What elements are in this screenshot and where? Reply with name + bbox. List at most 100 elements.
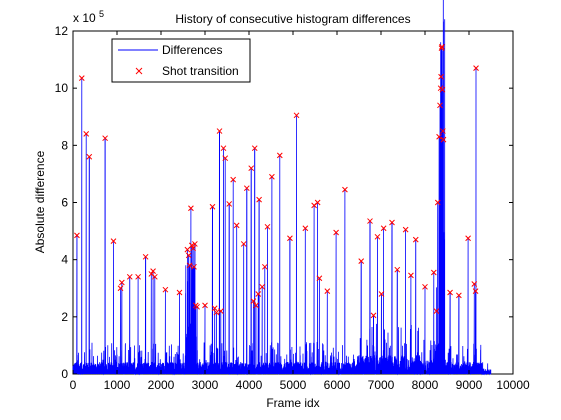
- chart-title: History of consecutive histogram differe…: [175, 12, 410, 26]
- y-tick-label: 0: [61, 367, 68, 381]
- x-tick-label: 5000: [280, 378, 307, 392]
- transition-marker: [433, 308, 440, 314]
- transition-marker: [472, 288, 479, 294]
- y-multiplier-label: x 10 5: [73, 9, 104, 25]
- y-multiplier-exponent: 5: [99, 9, 104, 19]
- transition-marker: [412, 236, 419, 243]
- transition-marker: [118, 279, 125, 286]
- transition-marker: [473, 65, 479, 72]
- x-tick-label: 6000: [324, 378, 351, 392]
- transition-marker: [188, 242, 195, 249]
- transition-marker: [191, 263, 197, 270]
- differences-line: [72, 0, 492, 376]
- x-tick-label: 10000: [496, 378, 530, 392]
- transition-marker: [230, 176, 237, 183]
- transition-marker: [456, 292, 462, 299]
- transition-marker: [209, 203, 216, 210]
- transition-marker: [211, 305, 218, 312]
- axes: 0 1000 2000 3000 4000 5000 6000 7000 8000 9000 100…: [55, 24, 530, 392]
- transition-marker: [261, 263, 268, 270]
- transition-marker: [184, 246, 191, 253]
- transition-marker: [202, 302, 208, 309]
- y-tick-label: 8: [61, 138, 68, 152]
- transition-marker: [248, 165, 255, 172]
- x-tick-label: 0: [70, 378, 77, 392]
- x-tick-label: 2000: [148, 378, 175, 392]
- transition-marker: [402, 226, 409, 233]
- y-tick-label: 6: [61, 196, 68, 210]
- transition-marker: [367, 218, 373, 224]
- transition-marker: [324, 288, 331, 294]
- transition-marker: [190, 245, 196, 252]
- transition-marker: [117, 285, 124, 292]
- x-tick-label: 3000: [192, 378, 219, 392]
- transition-marker: [176, 289, 183, 296]
- transition-marker: [276, 152, 283, 159]
- legend-transition-swatch: [135, 67, 143, 75]
- y-axis-label: Absolute difference: [33, 150, 47, 253]
- transition-marker: [293, 112, 300, 119]
- transition-marker: [250, 298, 257, 304]
- transition-marker: [102, 135, 108, 142]
- transition-marker: [222, 155, 229, 162]
- transition-marker: [438, 45, 445, 52]
- transition-marker: [287, 235, 293, 242]
- transition-marker: [264, 223, 271, 230]
- transition-marker: [422, 283, 428, 290]
- transition-marker: [126, 273, 133, 280]
- shot-transition-series: [74, 43, 479, 319]
- transition-marker: [342, 186, 348, 193]
- transition-marker: [251, 145, 258, 152]
- legend-box: [111, 38, 251, 83]
- transition-marker: [408, 272, 414, 279]
- y-tick-label: 2: [61, 310, 68, 324]
- transition-marker: [255, 291, 262, 297]
- transition-marker: [439, 86, 446, 93]
- transition-marker: [253, 302, 259, 309]
- x-axis-label: Frame idx: [266, 396, 319, 410]
- transition-marker: [162, 286, 169, 293]
- transition-marker: [151, 273, 158, 280]
- transition-marker: [440, 136, 447, 143]
- transition-marker: [213, 309, 220, 316]
- transition-marker: [150, 268, 156, 274]
- transition-marker: [256, 196, 262, 203]
- transition-marker: [465, 235, 471, 242]
- transition-marker: [233, 222, 240, 229]
- transition-marker: [394, 266, 401, 273]
- legend: Differences Shot transition: [111, 38, 251, 83]
- transition-marker: [374, 233, 381, 240]
- transition-marker: [135, 273, 141, 280]
- x-tick-label: 7000: [368, 378, 395, 392]
- transition-marker: [194, 303, 200, 310]
- transition-marker: [437, 102, 443, 109]
- transition-marker: [436, 133, 442, 140]
- differences-series: [72, 0, 492, 376]
- x-tick-label: 4000: [236, 378, 263, 392]
- transition-marker: [226, 201, 233, 207]
- transition-marker: [439, 43, 445, 50]
- transition-marker: [259, 283, 266, 290]
- transition-marker: [240, 241, 247, 247]
- transition-marker: [380, 225, 387, 232]
- transition-marker: [74, 232, 80, 239]
- transition-marker: [142, 253, 149, 260]
- transition-marker: [430, 269, 437, 276]
- transition-marker: [192, 241, 198, 247]
- y-tick-label: 12: [55, 24, 69, 38]
- legend-transition-label: Shot transition: [162, 64, 239, 78]
- transition-marker: [217, 308, 224, 314]
- transition-marker: [78, 75, 85, 82]
- y-tick-label: 4: [61, 253, 68, 267]
- transition-marker: [438, 73, 444, 80]
- transition-marker: [434, 199, 441, 206]
- transition-marker: [378, 291, 385, 297]
- transition-marker: [220, 145, 227, 152]
- x-tick-label: 1000: [104, 378, 131, 392]
- x-tick-label: 8000: [412, 378, 439, 392]
- transition-marker: [188, 205, 194, 212]
- transition-marker: [243, 185, 250, 192]
- transition-marker: [447, 289, 453, 296]
